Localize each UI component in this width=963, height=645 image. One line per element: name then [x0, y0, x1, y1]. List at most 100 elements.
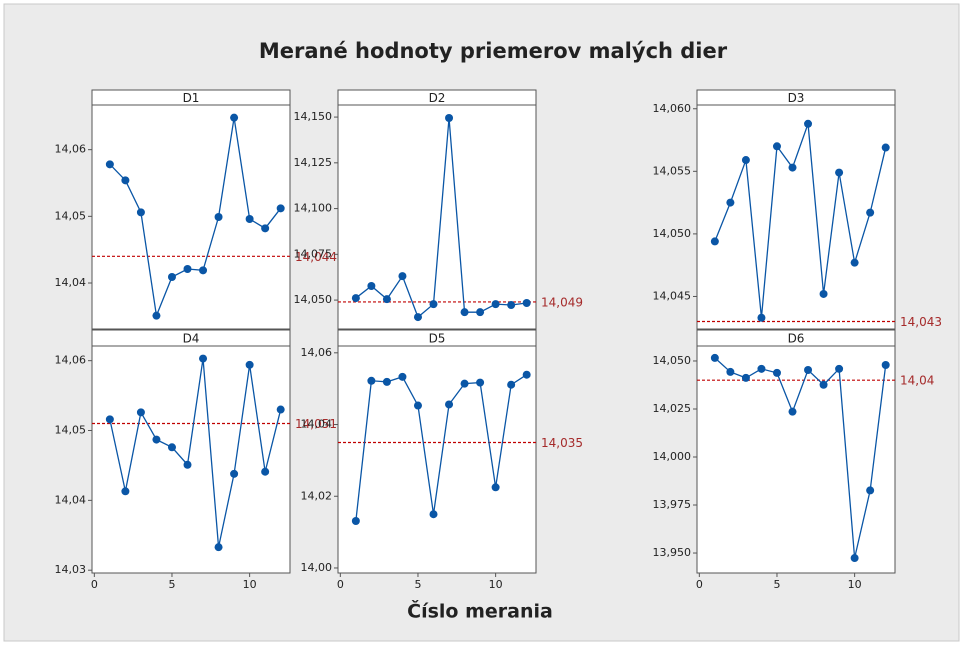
- data-point: [445, 113, 454, 122]
- data-point: [710, 237, 719, 246]
- x-tick-label: 10: [848, 578, 862, 591]
- plot-area: [91, 345, 291, 574]
- data-point: [230, 113, 239, 122]
- data-point: [413, 401, 422, 410]
- data-point: [382, 295, 391, 304]
- y-tick-label: 14,04: [55, 276, 87, 289]
- data-point: [757, 313, 766, 322]
- data-point: [772, 142, 781, 151]
- data-point: [741, 156, 750, 165]
- y-tick-label: 14,00: [301, 561, 333, 574]
- data-point: [772, 368, 781, 377]
- data-point: [819, 380, 828, 389]
- data-point: [881, 361, 890, 370]
- chart-title: Merané hodnoty priemerov malých dier: [259, 39, 728, 63]
- data-point: [881, 143, 890, 152]
- y-tick-label: 14,045: [653, 289, 692, 302]
- panel-strip: [337, 89, 537, 106]
- x-tick-label: 5: [168, 578, 175, 591]
- y-tick-label: 14,02: [301, 489, 333, 502]
- y-tick-label: 14,150: [294, 110, 333, 123]
- data-point: [214, 543, 223, 552]
- data-point: [429, 300, 438, 309]
- data-point: [276, 405, 285, 414]
- data-point: [367, 376, 376, 385]
- data-point: [367, 281, 376, 290]
- panel-strip: [696, 329, 896, 347]
- data-point: [105, 415, 114, 424]
- data-point: [804, 119, 813, 128]
- series-line: [109, 358, 282, 548]
- reference-label: 14,051: [295, 417, 337, 431]
- data-point: [757, 364, 766, 373]
- data-point: [507, 301, 516, 310]
- reference-label: 14,043: [900, 315, 942, 329]
- panel-strip: [91, 89, 291, 106]
- data-point: [819, 289, 828, 298]
- data-point: [245, 215, 254, 223]
- data-point: [167, 273, 176, 281]
- data-point: [835, 364, 844, 373]
- y-tick-label: 14,075: [294, 247, 333, 260]
- data-point: [261, 467, 270, 476]
- data-point: [245, 360, 254, 369]
- data-point: [476, 378, 485, 387]
- data-point: [491, 483, 500, 492]
- panel-strip: [91, 329, 291, 347]
- y-tick-label: 14,000: [653, 450, 692, 463]
- x-axis-label: Číslo merania: [407, 599, 553, 623]
- y-tick-label: 14,03: [55, 563, 87, 576]
- panel-title: D2: [429, 91, 446, 105]
- x-tick-label: 5: [773, 578, 780, 591]
- data-point: [136, 408, 145, 417]
- data-point: [214, 213, 223, 221]
- data-point: [105, 160, 114, 169]
- data-point: [230, 469, 239, 478]
- x-tick-label: 0: [91, 578, 98, 591]
- data-point: [476, 308, 485, 317]
- x-tick-label: 0: [337, 578, 344, 591]
- data-point: [199, 266, 208, 275]
- data-point: [460, 308, 469, 317]
- data-point: [866, 208, 875, 217]
- data-point: [445, 400, 454, 409]
- reference-label: 14,049: [541, 295, 583, 309]
- data-point: [491, 300, 500, 309]
- data-point: [710, 353, 719, 362]
- data-point: [788, 163, 797, 172]
- data-point: [726, 198, 735, 207]
- panel-title: D3: [788, 91, 805, 105]
- x-tick-label: 10: [489, 578, 503, 591]
- y-tick-label: 14,050: [653, 354, 692, 367]
- y-tick-label: 14,06: [55, 143, 87, 156]
- data-point: [413, 313, 422, 322]
- data-point: [741, 373, 750, 382]
- data-point: [788, 407, 797, 416]
- data-point: [276, 204, 285, 213]
- data-point: [850, 554, 859, 563]
- data-point: [726, 367, 735, 376]
- data-point: [507, 380, 516, 389]
- panel-title: D4: [183, 332, 200, 346]
- data-point: [199, 354, 208, 363]
- reference-label: 14,04: [900, 374, 934, 388]
- data-point: [429, 510, 438, 519]
- data-point: [261, 224, 270, 233]
- x-tick-label: 0: [696, 578, 703, 591]
- plot-area: [696, 104, 896, 330]
- y-tick-label: 14,050: [653, 227, 692, 240]
- data-point: [152, 435, 161, 444]
- data-point: [460, 379, 469, 388]
- panel-title: D6: [788, 332, 805, 346]
- reference-label: 14,035: [541, 436, 583, 450]
- y-tick-label: 14,04: [55, 493, 87, 506]
- plot-area: [696, 345, 896, 574]
- data-point: [398, 272, 407, 281]
- y-tick-label: 14,125: [294, 156, 333, 169]
- panel-strip: [337, 329, 537, 347]
- data-point: [382, 377, 391, 386]
- data-point: [121, 487, 130, 496]
- y-tick-label: 13,950: [653, 546, 692, 559]
- data-point: [351, 517, 360, 526]
